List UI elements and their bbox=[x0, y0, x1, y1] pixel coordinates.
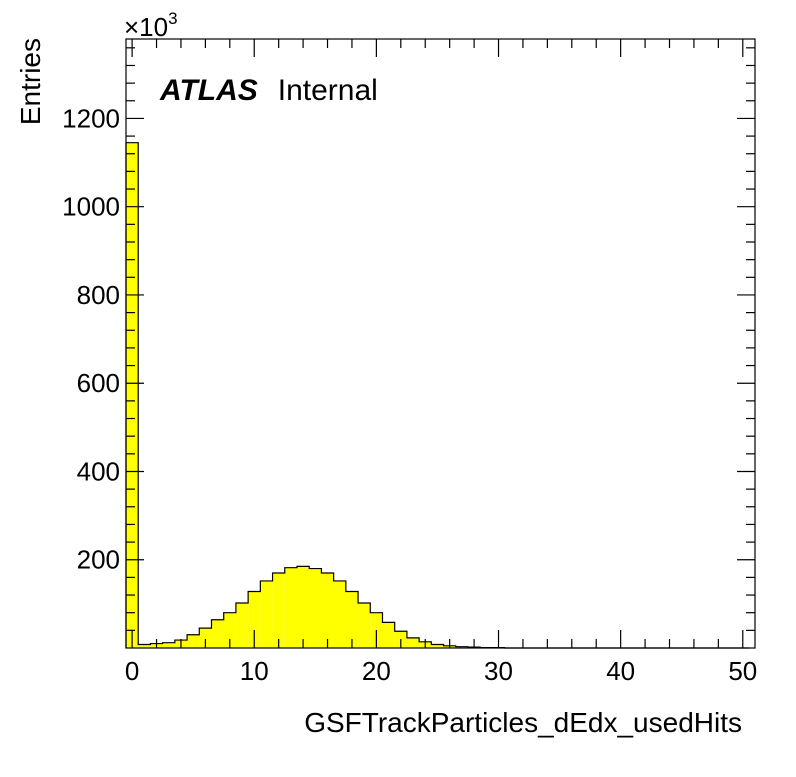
atlas-status-label: Internal bbox=[278, 74, 378, 107]
y-axis-title: Entries bbox=[15, 38, 46, 125]
histogram-bar-15 bbox=[309, 569, 321, 648]
atlas-experiment-label: ATLAS bbox=[159, 74, 258, 107]
histogram-bar-13 bbox=[285, 568, 297, 648]
y-multiplier-exponent: 3 bbox=[168, 9, 177, 28]
bars-layer bbox=[126, 143, 505, 648]
y-multiplier-base: ×10 bbox=[124, 12, 168, 42]
plot-frame bbox=[126, 39, 755, 648]
x-tick-label-10: 10 bbox=[240, 656, 269, 686]
histogram-bar-5 bbox=[187, 635, 199, 648]
y-axis-multiplier: ×103 bbox=[124, 9, 178, 42]
histogram-bar-23 bbox=[407, 638, 419, 648]
ticks-layer bbox=[126, 39, 755, 648]
histogram-bar-16 bbox=[321, 573, 333, 648]
atlas-label: ATLAS Internal bbox=[159, 74, 378, 107]
histogram-bar-0 bbox=[126, 143, 138, 648]
tick-labels-layer: 0 10 20 30 40 50 200 400 600 800 1000 1200 bbox=[62, 103, 757, 686]
histogram-bar-21 bbox=[382, 622, 394, 648]
histogram-bar-12 bbox=[273, 573, 285, 648]
histogram-bar-19 bbox=[358, 603, 370, 648]
x-axis-title: GSFTrackParticles_dEdx_usedHits bbox=[304, 707, 742, 738]
y-tick-label-600: 600 bbox=[77, 368, 120, 398]
histogram-bar-3 bbox=[163, 643, 175, 648]
y-tick-label-1000: 1000 bbox=[62, 192, 120, 222]
x-tick-label-50: 50 bbox=[728, 656, 757, 686]
histogram-outline bbox=[126, 143, 749, 648]
histogram-bar-14 bbox=[297, 566, 309, 648]
x-tick-label-0: 0 bbox=[125, 656, 139, 686]
y-tick-label-1200: 1200 bbox=[62, 103, 120, 133]
y-tick-label-400: 400 bbox=[77, 456, 120, 486]
x-tick-label-20: 20 bbox=[362, 656, 391, 686]
x-tick-label-40: 40 bbox=[606, 656, 635, 686]
x-tick-label-30: 30 bbox=[484, 656, 513, 686]
histogram-bar-9 bbox=[236, 603, 248, 648]
y-tick-label-200: 200 bbox=[77, 545, 120, 575]
histogram-bar-11 bbox=[260, 581, 272, 648]
y-tick-label-800: 800 bbox=[77, 280, 120, 310]
histogram-bar-17 bbox=[334, 581, 346, 648]
histogram-bar-7 bbox=[211, 620, 223, 648]
